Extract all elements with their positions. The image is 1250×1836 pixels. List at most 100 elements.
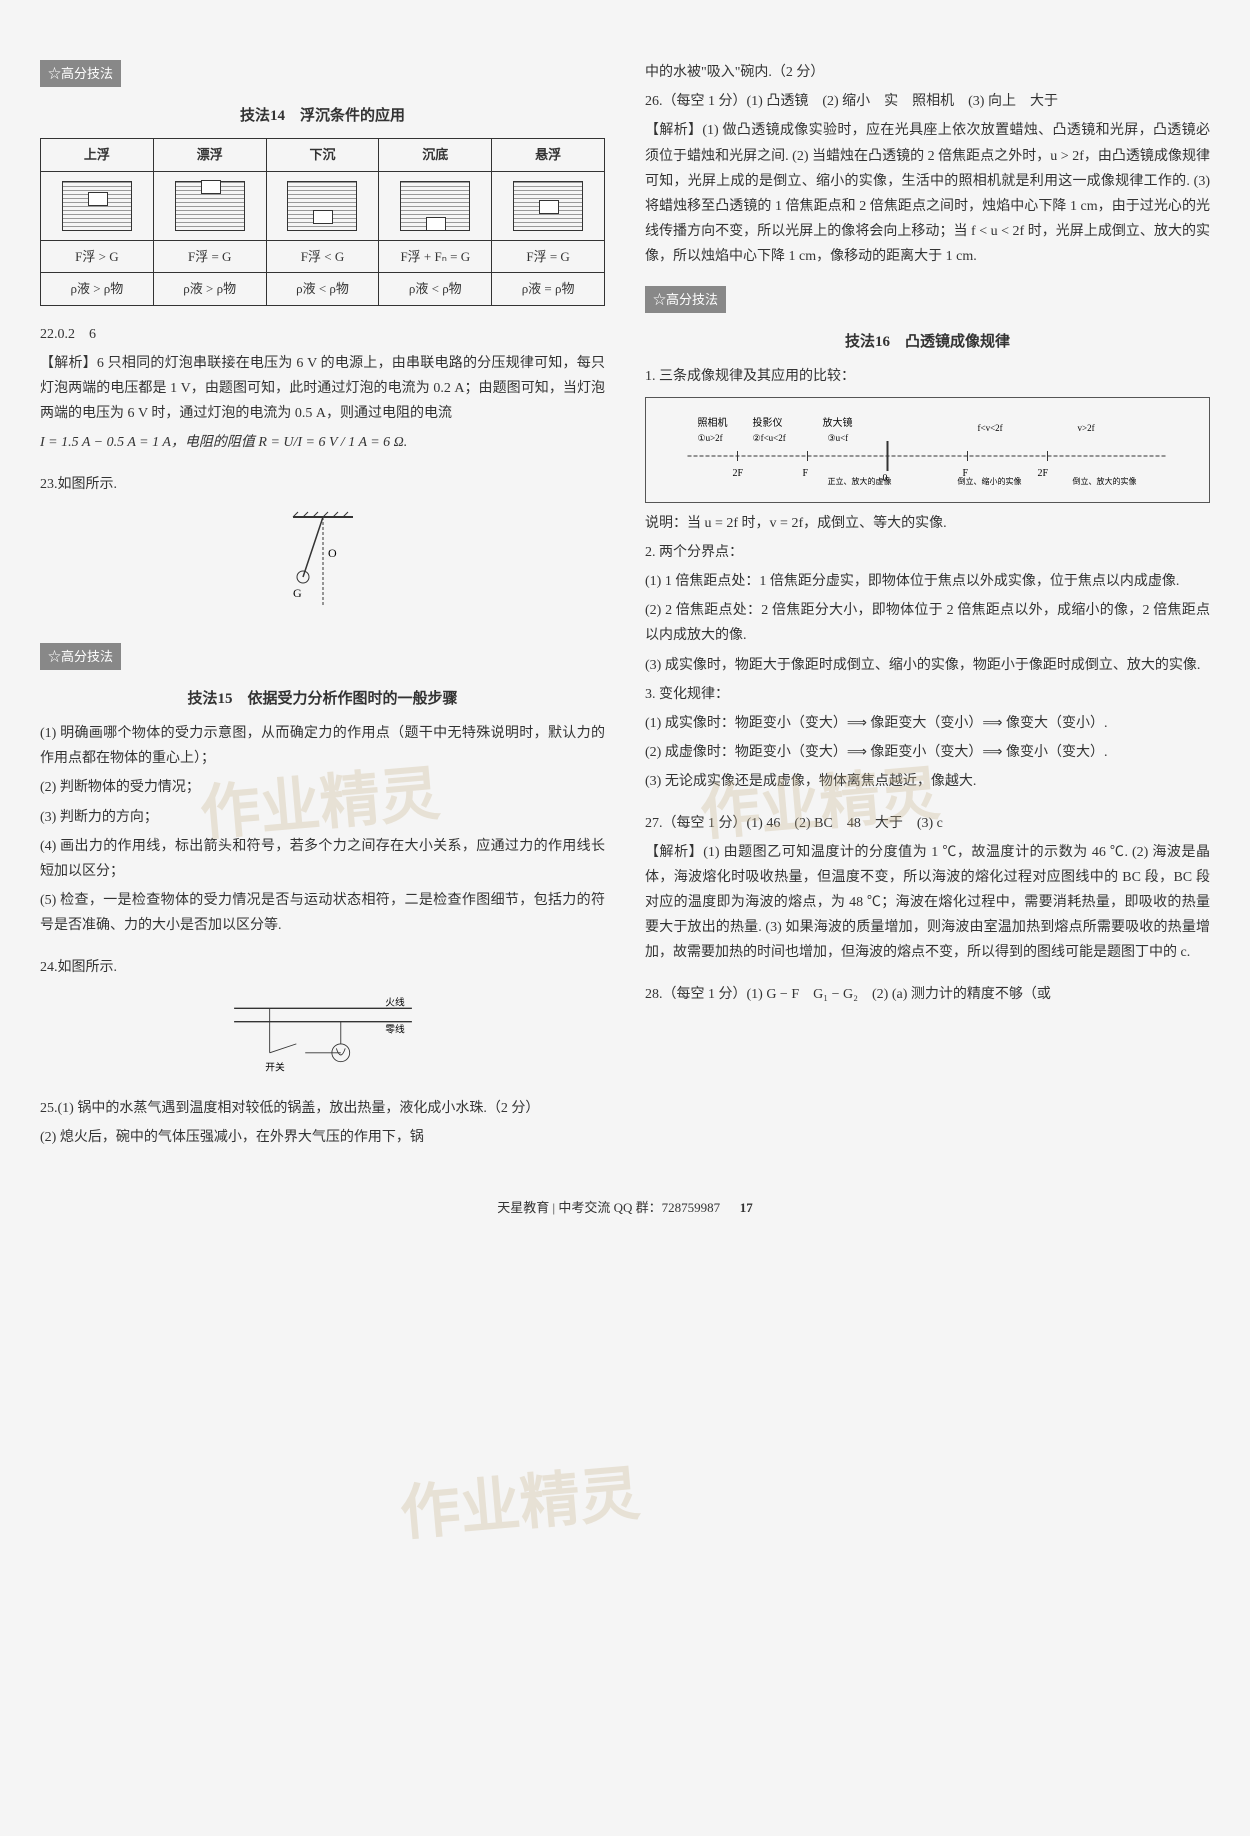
problem-23: 23.如图所示. O G (40, 472, 605, 627)
tech16-title: 技法16 凸透镜成像规律 (645, 329, 1210, 356)
svg-text:放大镜: 放大镜 (823, 416, 853, 429)
th-suspend: 悬浮 (492, 139, 605, 171)
diagram-cell (266, 171, 379, 240)
q24-num: 24. (40, 960, 58, 975)
problem-25: 25.(1) 锅中的水蒸气遇到温度相对较低的锅盖，放出热量，液化成小水珠.（2 … (40, 1096, 605, 1150)
svg-text:2F: 2F (733, 468, 744, 479)
diagram-cell (153, 171, 266, 240)
left-column: ☆高分技法 技法14 浮沉条件的应用 上浮 漂浮 下沉 沉底 悬浮 F浮 > G… (40, 60, 605, 1166)
tech15-item: (1) 明确画哪个物体的受力示意图，从而确定力的作用点（题干中无特殊说明时，默认… (40, 721, 605, 771)
problem-24: 24.如图所示. 火线 零线 开关 (40, 955, 605, 1080)
tech16-sec2title: 2. 两个分界点： (645, 540, 1210, 565)
th-rise: 上浮 (41, 139, 154, 171)
page-content: ☆高分技法 技法14 浮沉条件的应用 上浮 漂浮 下沉 沉底 悬浮 F浮 > G… (40, 60, 1210, 1166)
tech16-sec3-item: (2) 成虚像时：物距变小（变大）⟹ 像距变小（变大）⟹ 像变小（变大）. (645, 740, 1210, 765)
density-cell: ρ液 > ρ物 (153, 273, 266, 305)
tech16-note: 说明：当 u = 2f 时，v = 2f，成倒立、等大的实像. (645, 511, 1210, 536)
th-sink: 下沉 (266, 139, 379, 171)
tech16-sec3title: 3. 变化规律： (645, 682, 1210, 707)
analysis-label: 【解析】 (645, 845, 703, 860)
svg-text:O: O (328, 546, 337, 560)
svg-text:照相机: 照相机 (698, 416, 728, 429)
q25-part2: (2) 熄火后，碗中的气体压强减小，在外界大气压的作用下，锅 (40, 1125, 605, 1150)
svg-text:②f<u<2f: ②f<u<2f (753, 433, 786, 443)
q22-formula: I = 1.5 A − 0.5 A = 1 A，电阻的阻值 R = U/I = … (40, 430, 605, 455)
q25-part1: (1) 锅中的水蒸气遇到温度相对较低的锅盖，放出热量，液化成小水珠.（2 分） (58, 1101, 540, 1116)
svg-text:倒立、放大的实像: 倒立、放大的实像 (1073, 476, 1137, 486)
svg-text:F: F (803, 468, 809, 479)
tech15-title: 技法15 依据受力分析作图时的一般步骤 (40, 686, 605, 713)
th-float: 漂浮 (153, 139, 266, 171)
q26-num: 26. (645, 94, 663, 109)
svg-text:G: G (293, 586, 302, 600)
right-column: 中的水被"吸入"碗内.（2 分） 26.（每空 1 分）(1) 凸透镜 (2) … (645, 60, 1210, 1166)
footer-spacer (723, 1200, 736, 1215)
q22-answer: 0.2 6 (58, 327, 97, 342)
analysis-label: 【解析】 (40, 356, 97, 371)
buoyancy-table: 上浮 漂浮 下沉 沉底 悬浮 F浮 > G F浮 = G F浮 < G F浮 +… (40, 138, 605, 305)
analysis-label: 【解析】 (645, 123, 702, 138)
diagram-cell (492, 171, 605, 240)
q23-num: 23. (40, 477, 58, 492)
section-header: ☆高分技法 (40, 60, 121, 87)
svg-text:正立、放大的虚像: 正立、放大的虚像 (828, 476, 892, 486)
q27-analysis: (1) 由题图乙可知温度计的分度值为 1 ℃，故温度计的示数为 46 ℃. (2… (645, 845, 1210, 961)
q27-header: （每空 1 分）(1) 46 (2) BC 48 大于 (3) c (663, 816, 943, 831)
density-cell: ρ液 = ρ物 (492, 273, 605, 305)
tech14-title: 技法14 浮沉条件的应用 (40, 103, 605, 130)
pendulum-diagram: O G (40, 507, 605, 627)
svg-text:投影仪: 投影仪 (753, 416, 783, 429)
watermark: 作业精灵 (396, 1440, 644, 1569)
force-cell: F浮 > G (41, 240, 154, 272)
footer-group: 中考交流 QQ 群：728759987 (558, 1200, 720, 1215)
lens-diagram: 2F F 0 F 2F 照相机 投影仪 放大镜 ①u>2f ②f<u<2f ③u… (645, 397, 1210, 503)
tech16-sec3-item: (3) 无论成实像还是成虚像，物体离焦点越近，像越大. (645, 769, 1210, 794)
footer-brand: 天星教育 (497, 1200, 549, 1215)
svg-text:③u<f: ③u<f (828, 433, 849, 443)
problem-28: 28.（每空 1 分）(1) G − F G₁ − G₂ (2) (a) 测力计… (645, 982, 1210, 1007)
tech16-sec2-item: (3) 成实像时，物距大于像距时成倒立、缩小的实像，物距小于像距时成倒立、放大的… (645, 653, 1210, 678)
q22-analysis: 6 只相同的灯泡串联接在电压为 6 V 的电源上，由串联电路的分压规律可知，每只… (40, 356, 605, 421)
q22-num: 22. (40, 327, 58, 342)
tech16-sec2-item: (1) 1 倍焦距点处：1 倍焦距分虚实，即物体位于焦点以外成实像，位于焦点以内… (645, 569, 1210, 594)
tech16-sec3-item: (1) 成实像时：物距变小（变大）⟹ 像距变大（变小）⟹ 像变大（变小）. (645, 711, 1210, 736)
tech15-item: (4) 画出力的作用线，标出箭头和符号，若多个力之间存在大小关系，应通过力的作用… (40, 834, 605, 884)
force-cell: F浮 < G (266, 240, 379, 272)
svg-text:①u>2f: ①u>2f (698, 433, 723, 443)
force-cell: F浮 = G (492, 240, 605, 272)
problem-26: 26.（每空 1 分）(1) 凸透镜 (2) 缩小 实 照相机 (3) 向上 大… (645, 89, 1210, 269)
diagram-cell (379, 171, 492, 240)
q27-num: 27. (645, 816, 663, 831)
svg-text:f<v<2f: f<v<2f (978, 423, 1003, 433)
svg-text:零线: 零线 (385, 1022, 405, 1035)
force-cell: F浮 + Fₙ = G (379, 240, 492, 272)
section-header: ☆高分技法 (645, 286, 726, 313)
density-cell: ρ液 < ρ物 (379, 273, 492, 305)
density-cell: ρ液 < ρ物 (266, 273, 379, 305)
problem-27: 27.（每空 1 分）(1) 46 (2) BC 48 大于 (3) c 【解析… (645, 811, 1210, 966)
q25-num: 25. (40, 1101, 58, 1116)
q23-text: 如图所示. (58, 477, 118, 492)
tech15-item: (5) 检查，一是检查物体的受力情况是否与运动状态相符，二是检查作图细节，包括力… (40, 888, 605, 938)
tech16-sec2-item: (2) 2 倍焦距点处：2 倍焦距分大小，即物体位于 2 倍焦距点以外，成缩小的… (645, 598, 1210, 648)
tech15-item: (2) 判断物体的受力情况； (40, 775, 605, 800)
q25-continuation: 中的水被"吸入"碗内.（2 分） (645, 60, 1210, 85)
svg-text:2F: 2F (1038, 468, 1049, 479)
svg-text:v>2f: v>2f (1078, 423, 1095, 433)
section-header: ☆高分技法 (40, 643, 121, 670)
tech16-intro: 1. 三条成像规律及其应用的比较： (645, 364, 1210, 389)
q28-text: （每空 1 分）(1) G − F G₁ − G₂ (2) (a) 测力计的精度… (663, 987, 1051, 1002)
svg-text:开关: 开关 (265, 1060, 285, 1073)
problem-22: 22.0.2 6 【解析】6 只相同的灯泡串联接在电压为 6 V 的电源上，由串… (40, 322, 605, 456)
q26-analysis: (1) 做凸透镜成像实验时，应在光具座上依次放置蜡烛、凸透镜和光屏，凸透镜必须位… (645, 123, 1210, 264)
force-cell: F浮 = G (153, 240, 266, 272)
diagram-cell (41, 171, 154, 240)
svg-text:倒立、缩小的实像: 倒立、缩小的实像 (958, 476, 1022, 486)
circuit-diagram: 火线 零线 开关 (40, 990, 605, 1080)
tech15-item: (3) 判断力的方向； (40, 805, 605, 830)
q26-header: （每空 1 分）(1) 凸透镜 (2) 缩小 实 照相机 (3) 向上 大于 (663, 94, 1058, 109)
q28-num: 28. (645, 987, 663, 1002)
svg-text:火线: 火线 (385, 995, 405, 1008)
q24-text: 如图所示. (58, 960, 118, 975)
page-number: 17 (740, 1200, 753, 1215)
